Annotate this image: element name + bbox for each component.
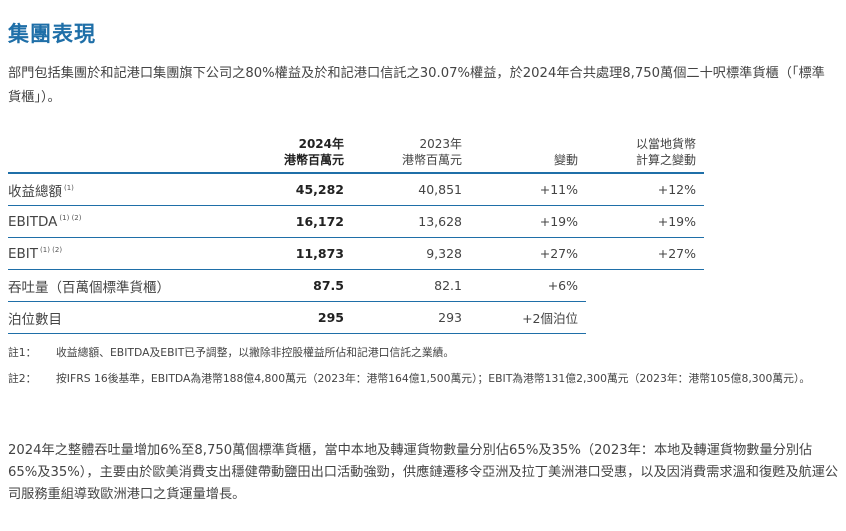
row-label: 吞吐量（百萬個標準貨櫃） xyxy=(8,269,266,302)
value-2024: 16,172 xyxy=(266,205,352,238)
row-label-text: EBITDA xyxy=(8,213,58,230)
closing-paragraph: 2024年之整體吞吐量增加6%至8,750萬個標準貨櫃，當中本地及轉運貨物數量分… xyxy=(8,443,839,502)
table-row: 吞吐量（百萬個標準貨櫃） 87.5 82.1 +6% xyxy=(8,269,704,302)
footnote-2-text: 按IFRS 16後基準，EBITDA為港幣188億4,800萬元（2023年：港… xyxy=(56,372,811,385)
value-2023: 293 xyxy=(352,301,470,334)
table-row: EBIT (1) (2) 11,873 9,328 +27% +27% xyxy=(8,237,704,270)
value-change: +6% xyxy=(470,269,586,302)
value-local-change: +12% xyxy=(586,173,704,206)
footnote-ref: (1) xyxy=(64,184,74,192)
row-label-text: 吞吐量（百萬個標準貨櫃） xyxy=(8,279,170,296)
value-2024: 45,282 xyxy=(266,173,352,206)
value-change: +19% xyxy=(470,205,586,238)
value-local-change: +27% xyxy=(586,237,704,270)
value-2024: 11,873 xyxy=(266,237,352,270)
header-2024: 2024年 港幣百萬元 xyxy=(266,136,352,174)
header-2023-unit: 港幣百萬元 xyxy=(401,153,462,167)
value-2024: 87.5 xyxy=(266,269,352,302)
value-2023: 9,328 xyxy=(352,237,470,270)
value-local-change xyxy=(586,302,704,334)
header-local-line2: 計算之變動 xyxy=(635,153,696,167)
header-local-currency-change: 以當地貨幣 計算之變動 xyxy=(586,136,704,174)
value-2023: 40,851 xyxy=(352,173,470,206)
header-2024-unit: 港幣百萬元 xyxy=(283,153,344,167)
table-row: 收益總額 (1) 45,282 40,851 +11% +12% xyxy=(8,173,704,206)
row-label: 泊位數目 xyxy=(8,301,266,334)
value-2023: 82.1 xyxy=(352,269,470,302)
header-2023: 2023年 港幣百萬元 xyxy=(352,136,470,174)
footnote-ref: (1) (2) xyxy=(59,214,82,222)
page-title: 集團表現 xyxy=(8,21,96,46)
header-2023-year: 2023年 xyxy=(419,137,462,151)
financial-table: 2024年 港幣百萬元 2023年 港幣百萬元 變動 以當地貨幣 計算之變動 收… xyxy=(8,136,704,334)
value-change: +11% xyxy=(470,173,586,206)
row-label-text: 收益總額 xyxy=(8,183,62,200)
value-change: +27% xyxy=(470,237,586,270)
row-label-text: 泊位數目 xyxy=(8,311,62,328)
header-local-line1: 以當地貨幣 xyxy=(635,137,696,151)
table-header-row: 2024年 港幣百萬元 2023年 港幣百萬元 變動 以當地貨幣 計算之變動 xyxy=(8,136,704,174)
intro-paragraph: 部門包括集團於和記港口集團旗下公司之80%權益及於和記港口信託之30.07%權益… xyxy=(8,66,825,105)
value-2023: 13,628 xyxy=(352,205,470,238)
row-label-text: EBIT xyxy=(8,245,39,262)
header-label-column xyxy=(8,136,266,174)
row-label: EBITDA (1) (2) xyxy=(8,205,266,238)
value-local-change xyxy=(586,270,704,302)
table-row: EBITDA (1) (2) 16,172 13,628 +19% +19% xyxy=(8,205,704,238)
header-2024-year: 2024年 xyxy=(298,137,344,151)
header-change: 變動 xyxy=(470,136,586,174)
header-change-label: 變動 xyxy=(553,153,578,167)
value-local-change: +19% xyxy=(586,205,704,238)
footnote-1-label: 註1： xyxy=(8,346,37,359)
footnote-1-text: 收益總額、EBITDA及EBIT已予調整，以撇除非控股權益所佔和記港口信託之業績… xyxy=(56,346,455,359)
footnote-2-label: 註2： xyxy=(8,372,37,385)
row-label: 收益總額 (1) xyxy=(8,173,266,206)
table-row: 泊位數目 295 293 +2個泊位 xyxy=(8,301,704,334)
footnote-ref: (1) (2) xyxy=(40,246,63,254)
row-label: EBIT (1) (2) xyxy=(8,237,266,270)
value-2024: 295 xyxy=(266,301,352,334)
value-change: +2個泊位 xyxy=(470,301,586,334)
